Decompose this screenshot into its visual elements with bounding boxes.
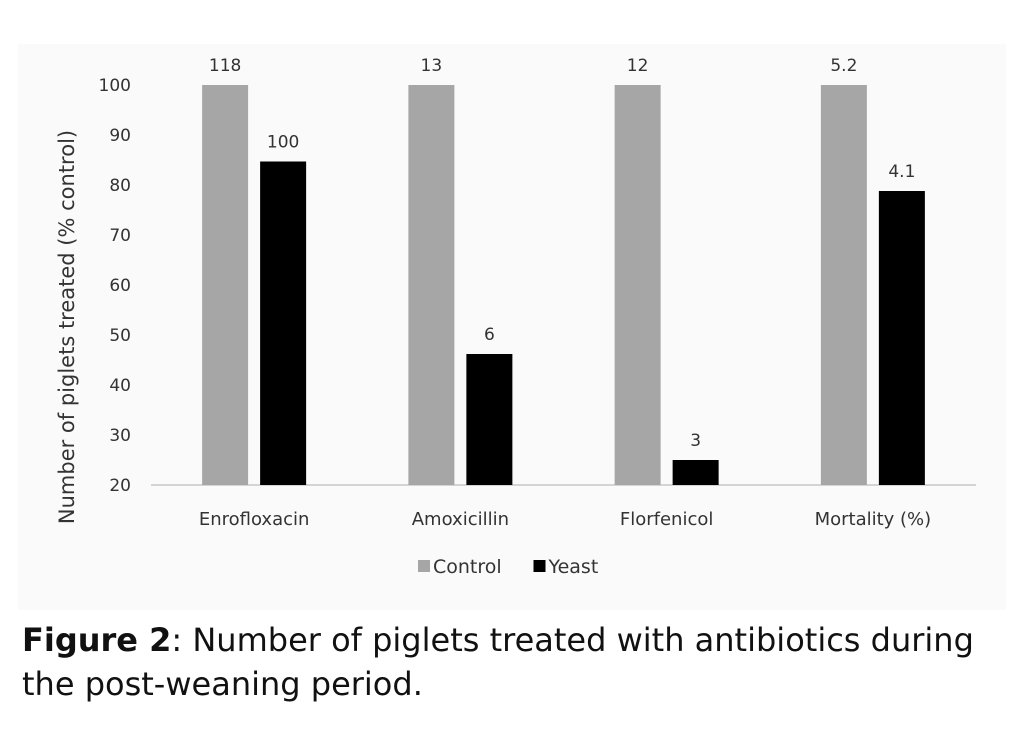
bar-chart: Number of piglets treated (% control) 20… (55, 56, 976, 578)
y-tick-label: 80 (109, 176, 131, 196)
bar-yeast (466, 354, 513, 485)
data-label: 12 (627, 56, 649, 76)
legend-label-yeast: Yeast (548, 556, 599, 578)
data-label: 13 (421, 56, 443, 76)
x-category-label: Enrofloxacin (199, 509, 310, 530)
bar-control (408, 85, 455, 485)
legend-swatch-yeast (533, 560, 546, 572)
caption-label: Figure 2 (22, 621, 172, 659)
legend-label-control: Control (433, 556, 502, 578)
y-tick-label: 40 (109, 376, 131, 396)
data-label: 6 (484, 325, 495, 345)
legend: Control Yeast (418, 556, 598, 578)
data-label: 5.2 (830, 56, 857, 76)
data-label: 3 (690, 431, 701, 451)
x-category-label: Amoxicillin (412, 509, 509, 530)
y-tick-label: 30 (109, 426, 131, 446)
y-tick-label: 20 (109, 476, 131, 496)
y-axis-title: Number of piglets treated (% control) (55, 130, 79, 524)
bar-control (614, 85, 661, 485)
x-category-label: Mortality (%) (815, 509, 932, 530)
bar-yeast (878, 191, 925, 485)
bars (202, 85, 925, 485)
y-tick-label: 60 (109, 276, 131, 296)
data-label: 4.1 (888, 162, 915, 182)
x-axis-categories: Enrofloxacin Amoxicillin Florfenicol Mortal… (199, 509, 931, 530)
caption-text: : Number of piglets treated with antibio… (22, 621, 974, 703)
y-axis-ticks: 20 30 40 50 60 70 80 90 100 (99, 76, 131, 496)
bar-control (202, 85, 249, 485)
bar-yeast (672, 460, 719, 485)
chart-panel: Number of piglets treated (% control) 20… (18, 44, 1006, 610)
y-tick-label: 50 (109, 326, 131, 346)
legend-swatch-control (418, 560, 430, 572)
y-tick-label: 70 (109, 226, 131, 246)
data-label: 118 (209, 56, 241, 76)
data-labels: 118 100 13 6 12 3 5.2 4.1 (209, 56, 916, 451)
y-tick-label: 100 (99, 76, 131, 96)
bar-yeast (260, 161, 307, 485)
bar-control (820, 85, 867, 485)
x-category-label: Florfenicol (620, 509, 714, 530)
figure-caption: Figure 2: Number of piglets treated with… (22, 618, 1002, 706)
data-label: 100 (267, 133, 299, 153)
y-tick-label: 90 (109, 126, 131, 146)
